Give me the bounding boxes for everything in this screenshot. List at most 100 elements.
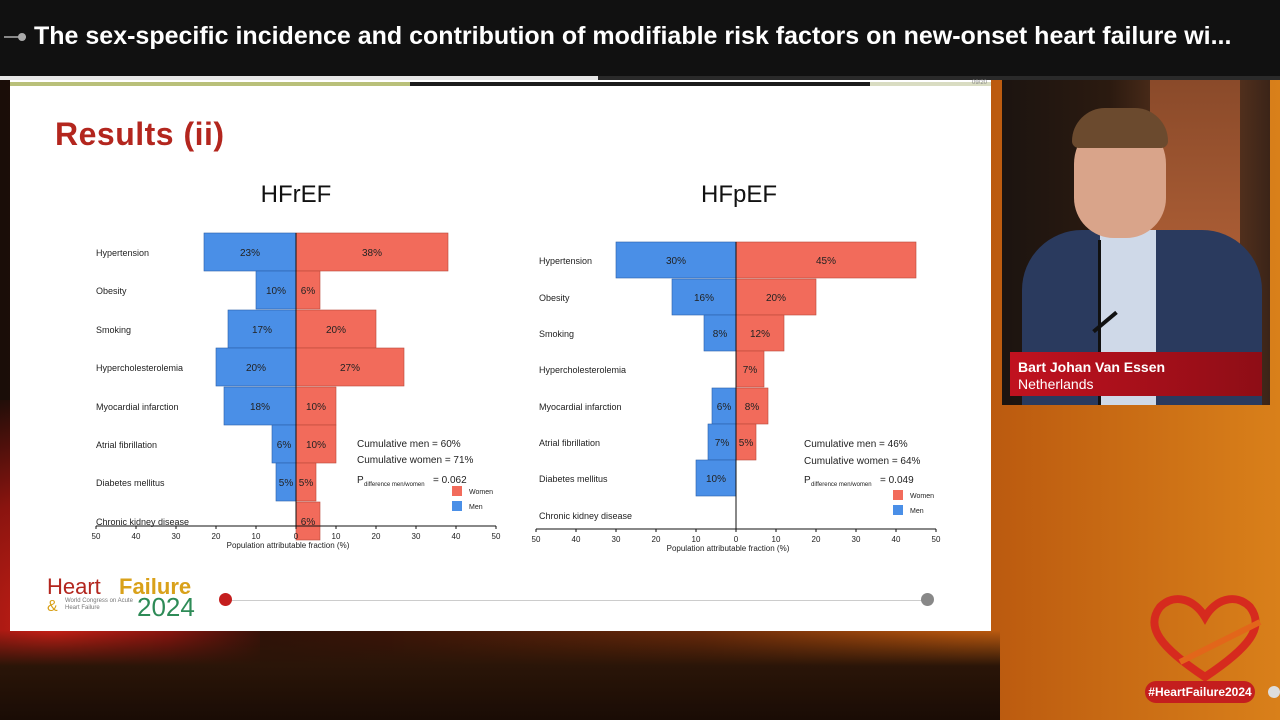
annotation-p-value: = 0.049: [880, 475, 914, 486]
x-tick-label: 10: [252, 532, 261, 541]
x-tick-label: 10: [772, 535, 781, 544]
data-label-men: 10%: [706, 474, 726, 485]
annotation-p-label: P: [804, 475, 811, 486]
bar-men: [203, 232, 297, 272]
bar-women: [295, 501, 321, 541]
bar-men: [711, 387, 737, 425]
slide-footer-line: [230, 600, 926, 601]
x-tick-label: 30: [852, 535, 861, 544]
data-label-women: 27%: [340, 363, 360, 374]
slide-footer-dot-grey: [921, 593, 934, 606]
data-label-women: 6%: [301, 517, 316, 528]
data-label-women: 5%: [739, 438, 754, 449]
data-label-women: 5%: [299, 478, 314, 489]
annotation-p-value: = 0.062: [433, 475, 467, 486]
video-title-bar: The sex-specific incidence and contribut…: [0, 0, 1280, 77]
category-label: Diabetes mellitus: [539, 474, 608, 484]
data-label-men: 30%: [666, 256, 686, 267]
speaker-hair: [1072, 108, 1168, 148]
data-label-women: 6%: [301, 286, 316, 297]
background-skyline: [0, 630, 1000, 720]
x-tick-label: 50: [492, 532, 501, 541]
category-label: Diabetes mellitus: [96, 478, 165, 488]
category-label: Obesity: [96, 286, 127, 296]
x-tick-label: 0: [294, 532, 299, 541]
data-label-men: 18%: [250, 402, 270, 413]
bar-men: [695, 459, 737, 497]
title-bar-line: [4, 36, 26, 38]
bar-women: [295, 232, 449, 272]
data-label-women: 12%: [750, 329, 770, 340]
heart-failure-2024-logo: Heart Failure & World Congress on Acute …: [47, 574, 247, 624]
data-label-women: 20%: [766, 293, 786, 304]
data-label-men: 20%: [246, 363, 266, 374]
annotation-p-subscript: difference men/women: [364, 482, 425, 488]
slide-top-bar-olive: [10, 82, 410, 86]
data-label-men: 16%: [694, 293, 714, 304]
x-tick-label: 0: [734, 535, 739, 544]
data-label-men: 5%: [279, 478, 294, 489]
speaker-name-card: Bart Johan Van Essen Netherlands: [1010, 352, 1262, 396]
bar-men: [271, 424, 297, 464]
annotation-cumulative-men: Cumulative men = 60%: [357, 439, 461, 450]
category-label: Hypercholesterolemia: [539, 365, 626, 375]
category-label: Chronic kidney disease: [539, 511, 632, 521]
legend-swatch-women: [893, 490, 903, 500]
video-title: The sex-specific incidence and contribut…: [34, 22, 1232, 50]
x-tick-label: 10: [692, 535, 701, 544]
logo-word-failure: Failure: [119, 574, 192, 599]
data-label-men: 7%: [715, 438, 730, 449]
data-label-women: 38%: [362, 248, 382, 259]
legend-label-women: Women: [910, 493, 934, 500]
data-label-women: 7%: [743, 365, 758, 376]
data-label-men: 6%: [277, 440, 292, 451]
data-label-men: 8%: [713, 329, 728, 340]
chart-title-1: HFpEF: [701, 181, 777, 208]
x-tick-label: 20: [652, 535, 661, 544]
speaker-name: Bart Johan Van Essen: [1018, 359, 1166, 375]
data-label-women: 10%: [306, 440, 326, 451]
data-label-men: 6%: [717, 402, 732, 413]
speaker-video: [1002, 80, 1270, 405]
bar-women: [295, 347, 405, 387]
video-progress-track[interactable]: [0, 76, 1280, 80]
chart-title-0: HFrEF: [261, 181, 332, 208]
x-tick-label: 40: [572, 535, 581, 544]
bar-women: [735, 314, 785, 352]
logo-word-heart: Heart: [47, 574, 101, 599]
bar-women: [295, 309, 377, 349]
x-axis-label: Population attributable fraction (%): [667, 544, 790, 553]
heart-logo-icon: [1150, 595, 1262, 682]
data-label-women: 8%: [745, 402, 760, 413]
data-label-men: 17%: [252, 325, 272, 336]
category-label: Smoking: [96, 325, 131, 335]
slide-top-bar-dark: [410, 82, 870, 86]
bar-men: [703, 314, 737, 352]
legend-label-women: Women: [469, 489, 493, 496]
legend-swatch-men: [452, 501, 462, 511]
category-label: Atrial fibrillation: [539, 438, 600, 448]
x-tick-label: 40: [132, 532, 141, 541]
data-label-women: 20%: [326, 325, 346, 336]
bar-men: [227, 309, 297, 349]
legend-swatch-women: [452, 486, 462, 496]
x-tick-label: 30: [612, 535, 621, 544]
pyramid-charts: HFrEF Hypertension 23% 38% Obesity 10% 6% Smoki…: [92, 181, 941, 553]
category-label: Smoking: [539, 329, 574, 339]
annotation-cumulative-men: Cumulative men = 46%: [804, 439, 908, 450]
category-label: Atrial fibrillation: [96, 440, 157, 450]
logo-ampersand: &: [47, 598, 58, 615]
bar-men: [223, 386, 297, 426]
data-label-women: 10%: [306, 402, 326, 413]
legend-label-men: Men: [910, 508, 924, 515]
hashtag-dot: [1268, 686, 1280, 698]
data-label-men: 23%: [240, 248, 260, 259]
hashtag-badge: #HeartFailure2024: [1145, 681, 1255, 703]
slide-footer-dot-red: [219, 593, 232, 606]
slide-title: Results (ii): [55, 116, 225, 152]
bar-women: [735, 241, 917, 279]
x-tick-label: 20: [212, 532, 221, 541]
category-label: Hypercholesterolemia: [96, 363, 183, 373]
title-bar-dot: [18, 33, 26, 41]
annotation-cumulative-women: Cumulative women = 64%: [804, 456, 921, 467]
